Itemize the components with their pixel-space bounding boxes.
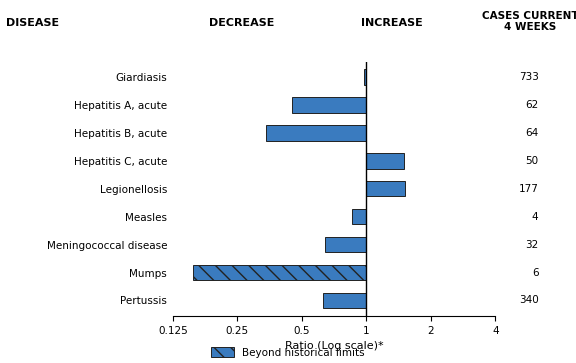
Bar xyxy=(366,181,406,196)
Bar xyxy=(325,237,366,252)
Text: 177: 177 xyxy=(518,184,539,194)
Text: 6: 6 xyxy=(532,268,539,278)
Text: INCREASE: INCREASE xyxy=(361,18,423,28)
Bar xyxy=(292,97,366,113)
Text: CASES CURRENT
4 WEEKS: CASES CURRENT 4 WEEKS xyxy=(482,11,576,33)
Bar xyxy=(366,153,404,168)
Text: 340: 340 xyxy=(519,295,539,305)
Text: 50: 50 xyxy=(525,156,539,166)
Text: 62: 62 xyxy=(525,100,539,110)
Text: 32: 32 xyxy=(525,240,539,250)
X-axis label: Ratio (Log scale)*: Ratio (Log scale)* xyxy=(285,341,384,351)
Legend: Beyond historical limits: Beyond historical limits xyxy=(211,347,365,358)
Bar xyxy=(193,265,366,280)
Bar xyxy=(353,209,366,224)
Text: 733: 733 xyxy=(518,72,539,82)
Text: 4: 4 xyxy=(532,212,539,222)
Text: DISEASE: DISEASE xyxy=(6,18,59,28)
Text: DECREASE: DECREASE xyxy=(209,18,275,28)
Bar xyxy=(363,69,366,85)
Bar xyxy=(323,293,366,308)
Bar xyxy=(266,125,366,140)
Text: 64: 64 xyxy=(525,128,539,138)
